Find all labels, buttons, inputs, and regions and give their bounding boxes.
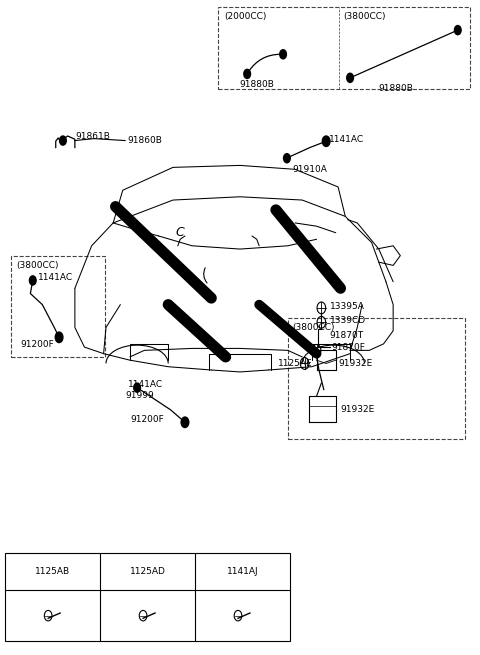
Circle shape [455,26,461,35]
Text: 1141AC: 1141AC [128,380,163,389]
Bar [11,255,105,357]
Bar [218,7,470,89]
Text: 1339CD: 1339CD [329,316,366,326]
Text: 1125AE: 1125AE [278,359,313,368]
Circle shape [134,383,141,392]
Circle shape [284,154,290,163]
Circle shape [347,73,353,83]
Bar [288,318,465,439]
Text: C: C [176,226,184,239]
Text: (2000CC): (2000CC) [225,12,267,22]
Text: 91932E: 91932E [340,405,375,414]
Text: 1125AB: 1125AB [36,567,71,576]
Bar [5,553,290,641]
Text: 91861B: 91861B [75,132,110,141]
Text: (3800CC): (3800CC) [16,261,59,270]
Circle shape [280,50,287,59]
Circle shape [55,332,63,343]
Text: 1141AJ: 1141AJ [227,567,259,576]
Circle shape [29,276,36,285]
Text: 1125AD: 1125AD [130,567,166,576]
Text: 91870T: 91870T [329,331,364,340]
Text: 91910A: 91910A [293,166,327,174]
Circle shape [60,136,66,145]
Text: 91870F: 91870F [331,343,365,352]
Text: 91860B: 91860B [128,136,162,145]
Text: 91880B: 91880B [240,81,274,90]
Text: 91200F: 91200F [130,415,164,424]
Text: 91932E: 91932E [338,359,372,368]
Text: 1141AC: 1141AC [328,135,364,143]
Circle shape [244,69,251,79]
Text: 91880B: 91880B [378,84,413,94]
Circle shape [323,136,330,147]
Text: 1141AC: 1141AC [37,272,72,282]
Text: 91999: 91999 [125,391,154,400]
Text: 91200F: 91200F [21,340,55,349]
Circle shape [181,417,189,428]
Text: (3800CC): (3800CC) [343,12,386,22]
Text: 13395A: 13395A [329,302,364,311]
Text: (3800CC): (3800CC) [293,323,335,332]
